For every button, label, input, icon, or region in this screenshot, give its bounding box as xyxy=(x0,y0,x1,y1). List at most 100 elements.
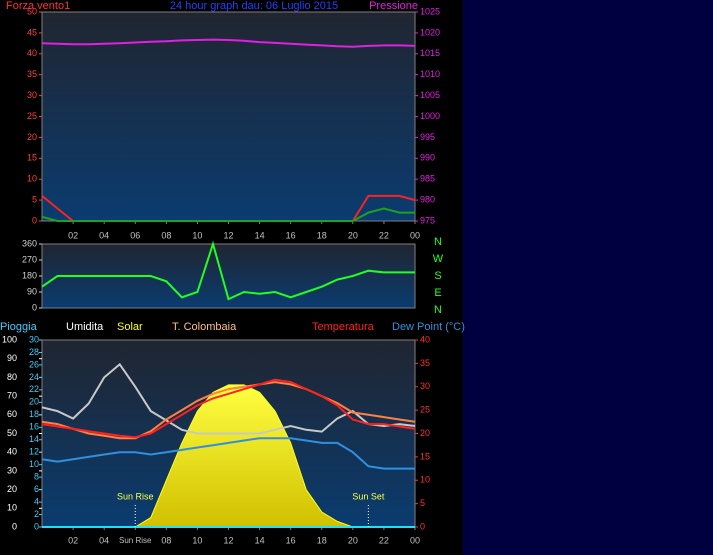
legend-label: Temperatura xyxy=(312,321,375,333)
y-tick-label: 20 xyxy=(27,132,37,142)
y-tick-label: 0 xyxy=(32,302,37,312)
y-tick-label: 0 xyxy=(12,521,17,531)
legend-label: Solar xyxy=(117,321,143,333)
y-tick-label: 60 xyxy=(7,409,17,419)
y2-tick-label: 1015 xyxy=(420,48,440,58)
legend-label: Umidita xyxy=(66,321,104,333)
y2-tick-label: N xyxy=(434,304,442,316)
x-tick-label: 04 xyxy=(99,535,109,545)
x-tick-label: 08 xyxy=(161,230,171,240)
x-tick-label: 12 xyxy=(223,230,233,240)
x-tick-label: 02 xyxy=(68,230,78,240)
series-line xyxy=(41,240,415,301)
y2-tick-label: 995 xyxy=(420,132,435,142)
x-tick-label: 08 xyxy=(161,535,171,545)
y3-tick-label: 24 xyxy=(29,372,39,382)
x-tick-label: 10 xyxy=(192,230,202,240)
y2-tick-label: 10 xyxy=(420,475,430,485)
series-line xyxy=(41,207,415,222)
y3-tick-label: 26 xyxy=(29,359,39,369)
x-tick-label: 06 xyxy=(130,230,140,240)
y2-tick-label: 0 xyxy=(420,521,425,531)
y2-tick-label: 975 xyxy=(420,215,435,225)
y-tick-label: 0 xyxy=(32,215,37,225)
series-line xyxy=(41,437,415,470)
x-tick-label: 12 xyxy=(223,535,233,545)
y3-tick-label: 6 xyxy=(34,484,39,494)
legend-label: Pioggia xyxy=(0,321,38,333)
series-line xyxy=(41,38,416,48)
y-tick-label: 100 xyxy=(2,334,17,344)
y3-tick-label: 14 xyxy=(29,434,39,444)
y2-tick-label: N xyxy=(434,236,442,248)
y-tick-label: 90 xyxy=(7,353,17,363)
y-tick-label: 25 xyxy=(27,111,37,121)
y2-tick-label: 1005 xyxy=(420,90,440,100)
y3-tick-label: 2 xyxy=(34,509,39,519)
y-tick-label: 40 xyxy=(7,447,17,457)
y-tick-label: 50 xyxy=(27,6,37,16)
x-tick-label: 00 xyxy=(410,230,420,240)
y2-tick-label: 985 xyxy=(420,174,435,184)
x-tick-label: 20 xyxy=(348,230,358,240)
x-tick-label: 16 xyxy=(286,535,296,545)
y-tick-label: 40 xyxy=(27,48,37,58)
series-line xyxy=(41,362,416,435)
y2-tick-label: 1020 xyxy=(420,27,440,37)
x-tick-label: 18 xyxy=(317,230,327,240)
y2-tick-label: 30 xyxy=(420,381,430,391)
y-tick-label: 15 xyxy=(27,153,37,163)
y3-tick-label: 16 xyxy=(29,422,39,432)
y3-tick-label: 20 xyxy=(29,397,39,407)
annotation-label: Sun Set xyxy=(352,491,385,501)
y3-tick-label: 22 xyxy=(29,384,39,394)
y2-tick-label: 5 xyxy=(420,498,425,508)
y2-tick-label: 25 xyxy=(420,405,430,415)
y-tick-label: 10 xyxy=(7,503,17,513)
y3-tick-label: 0 xyxy=(34,521,39,531)
y2-tick-label: 20 xyxy=(420,428,430,438)
y-tick-label: 30 xyxy=(7,465,17,475)
y-tick-label: 90 xyxy=(27,286,37,296)
y2-tick-label: S xyxy=(434,270,441,282)
y2-tick-label: W xyxy=(433,253,444,265)
legend-label: T. Colombaia xyxy=(172,321,237,333)
pressure-label: Pressione xyxy=(369,0,418,12)
y-tick-label: 80 xyxy=(7,372,17,382)
y2-tick-label: 1000 xyxy=(420,111,440,121)
x-tick-label: 02 xyxy=(68,535,78,545)
y-tick-label: 30 xyxy=(27,90,37,100)
x-tick-label: 16 xyxy=(286,230,296,240)
x-tick-label: 04 xyxy=(99,230,109,240)
y-tick-label: 50 xyxy=(7,428,17,438)
y-tick-label: 5 xyxy=(32,194,37,204)
y3-tick-label: 10 xyxy=(29,459,39,469)
y-tick-label: 35 xyxy=(27,69,37,79)
y-tick-label: 10 xyxy=(27,174,37,184)
x-tick-label: Sun Rise xyxy=(119,536,152,545)
y-tick-label: 180 xyxy=(22,270,37,280)
x-tick-label: 22 xyxy=(379,230,389,240)
y2-tick-label: 1010 xyxy=(420,69,440,79)
y3-tick-label: 8 xyxy=(34,472,39,482)
y-tick-label: 20 xyxy=(7,484,17,494)
y2-tick-label: 990 xyxy=(420,153,435,163)
legend-label: Dew Point (°C) xyxy=(392,321,465,333)
x-tick-label: 18 xyxy=(317,535,327,545)
y2-tick-label: 40 xyxy=(420,334,430,344)
y-tick-label: 70 xyxy=(7,390,17,400)
y-tick-label: 270 xyxy=(22,254,37,264)
y2-tick-label: 35 xyxy=(420,358,430,368)
y2-tick-label: 980 xyxy=(420,194,435,204)
y2-tick-label: 15 xyxy=(420,451,430,461)
x-tick-label: 10 xyxy=(192,535,202,545)
annotation-label: Sun Rise xyxy=(117,491,154,501)
x-tick-label: 14 xyxy=(255,535,265,545)
x-tick-label: 22 xyxy=(379,535,389,545)
y-tick-label: 360 xyxy=(22,238,37,248)
y3-tick-label: 12 xyxy=(29,447,39,457)
x-tick-label: 14 xyxy=(255,230,265,240)
y3-tick-label: 4 xyxy=(34,496,39,506)
